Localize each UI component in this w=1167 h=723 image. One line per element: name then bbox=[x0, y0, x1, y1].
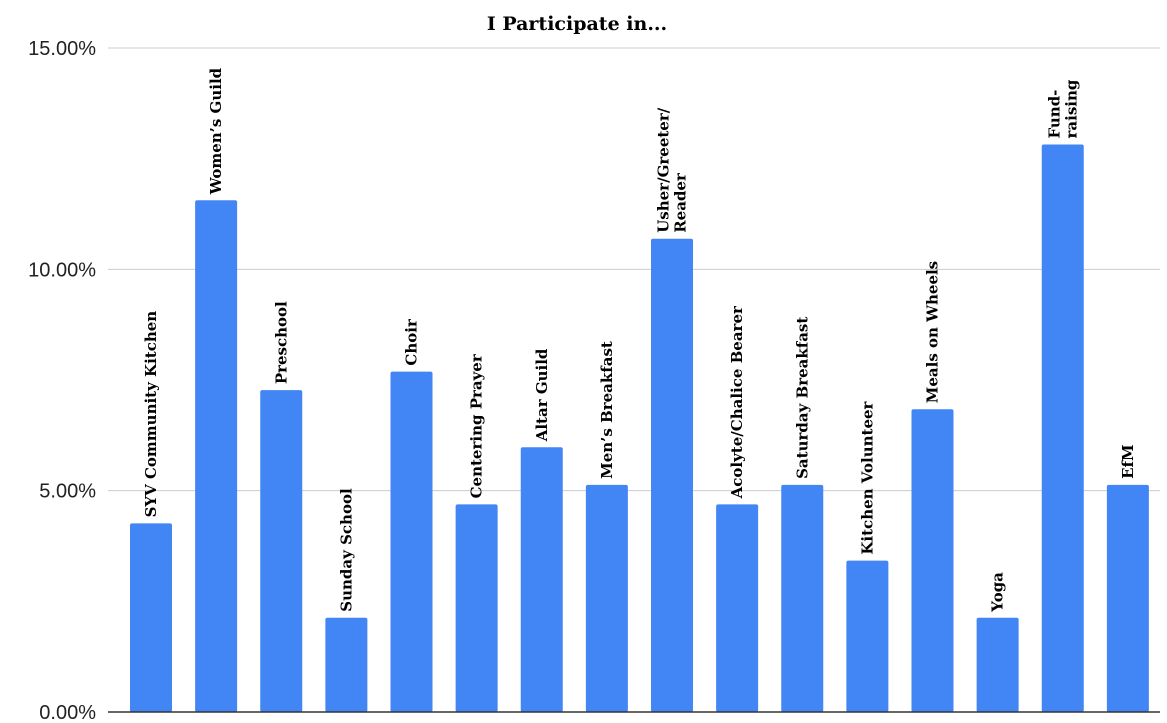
bar bbox=[651, 238, 693, 712]
bar-category-label: Usher/Greeter/Reader bbox=[655, 107, 690, 233]
bar-category-label: Saturday Breakfast bbox=[793, 317, 811, 479]
bar bbox=[195, 200, 238, 712]
bar-category-label: Choir bbox=[403, 318, 421, 366]
y-tick-label: 0.00% bbox=[39, 702, 96, 723]
bar-category-label: Meals on Wheels bbox=[924, 261, 942, 403]
bar-category-label: Centering Prayer bbox=[468, 353, 486, 498]
bar bbox=[130, 523, 172, 712]
bars bbox=[130, 144, 1149, 712]
gridlines: 0.00% 5.00% 10.00% 15.00% bbox=[28, 38, 1160, 723]
bar-category-label: Yoga bbox=[989, 572, 1007, 613]
bar bbox=[976, 617, 1019, 712]
bar-category-label: Acolyte/Chalice Bearer bbox=[728, 305, 746, 499]
y-tick-label: 15.00% bbox=[28, 38, 96, 60]
y-tick-label: 5.00% bbox=[39, 481, 96, 503]
bar-category-label: SYV Community Kitchen bbox=[142, 311, 160, 518]
bar-category-label: Kitchen Volunteer bbox=[858, 400, 876, 554]
bar bbox=[846, 560, 889, 712]
bar-category-label: Men’s Breakfast bbox=[598, 341, 616, 479]
bar bbox=[1041, 144, 1084, 712]
bar-labels: SYV Community Kitchen Women’s Guild Presch… bbox=[142, 67, 1137, 612]
bar bbox=[1106, 484, 1149, 712]
chart-title: I Participate in... bbox=[487, 13, 667, 35]
y-tick-label: 10.00% bbox=[28, 259, 96, 281]
bar-category-label: Altar Guild bbox=[533, 348, 551, 442]
bar bbox=[520, 447, 563, 712]
bar-category-label: Preschool bbox=[272, 301, 290, 384]
bar bbox=[716, 504, 759, 712]
bar bbox=[325, 617, 368, 712]
bar bbox=[911, 409, 954, 712]
bar bbox=[455, 504, 498, 712]
bar-category-label: EfM bbox=[1119, 444, 1137, 479]
bar-category-label: Sunday School bbox=[337, 488, 355, 612]
bar-category-label: Fund-raising bbox=[1045, 79, 1080, 138]
bar bbox=[585, 484, 628, 712]
bar bbox=[390, 371, 433, 712]
bar bbox=[260, 390, 303, 712]
bar bbox=[781, 484, 824, 712]
bar-category-label: Women’s Guild bbox=[207, 67, 225, 195]
